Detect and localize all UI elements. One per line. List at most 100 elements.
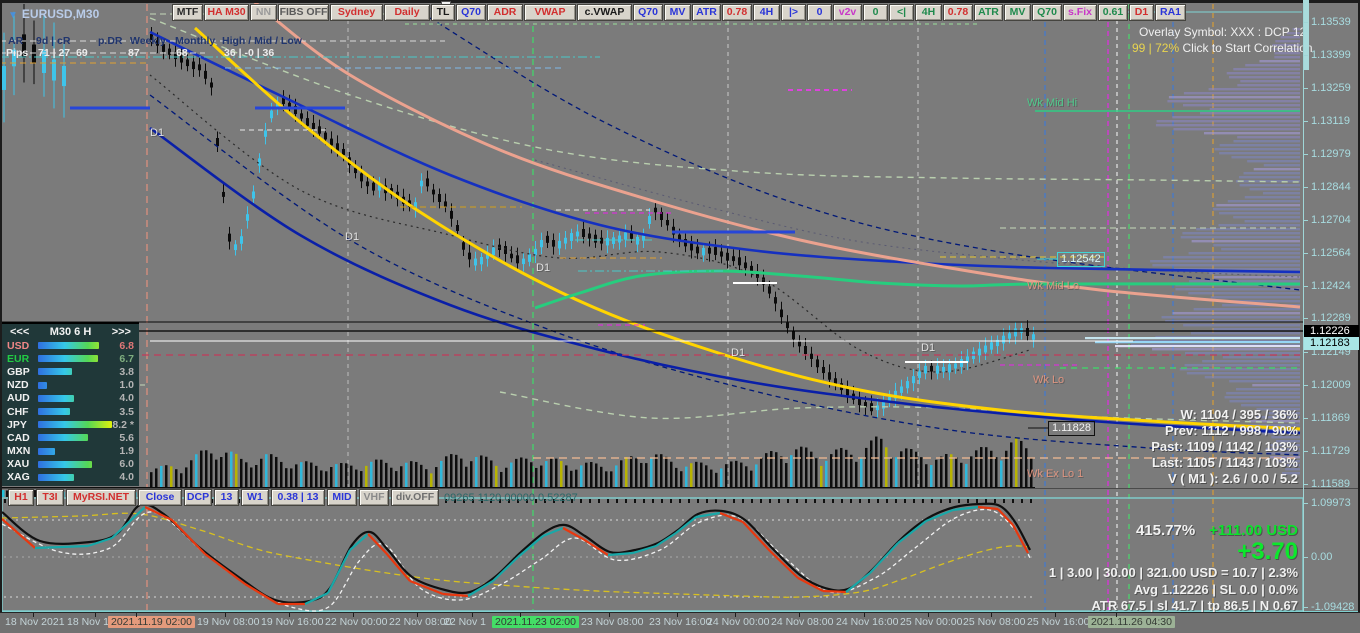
toolbar-button-0-78[interactable]: 0.78 — [943, 4, 973, 21]
time-axis-tick — [353, 613, 354, 617]
price-tick-mark — [1304, 220, 1308, 221]
time-axis-tick — [735, 613, 736, 617]
price-tick-mark — [1304, 607, 1308, 608]
toolbar-button-sydney[interactable]: Sydney — [330, 4, 383, 21]
time-axis-label: 25 Nov 16:00 — [1027, 616, 1090, 628]
toolbar-button-fibs-off[interactable]: FIBS OFF — [278, 4, 329, 21]
time-axis-tick — [1055, 613, 1056, 617]
strength-row-chf: CHF 3.5 — [7, 405, 134, 418]
range-overlay-text: Pips — [6, 47, 29, 59]
profit-usd: +111.00 USD — [1209, 522, 1298, 539]
price-tick-label: -1.09428 — [1311, 601, 1355, 613]
toolbar-button-mv[interactable]: MV — [664, 4, 691, 21]
correlation-text: Click to Start Correlation — [1182, 41, 1313, 55]
toolbar-button-0[interactable]: 0 — [807, 4, 832, 21]
toolbar-button--[interactable]: |> — [781, 4, 806, 21]
price-tick-label: 1.12704 — [1311, 214, 1351, 226]
toolbar-button-4h[interactable]: 4H — [753, 4, 780, 21]
price-tick-mark — [1304, 385, 1308, 386]
toolbar-button-atr[interactable]: ATR — [692, 4, 721, 21]
d1-separator-label: D1 — [921, 342, 936, 354]
weekly-level-label: Wk Ex Lo 1 — [1027, 468, 1084, 480]
time-axis-label: 24 Nov 16:00 — [836, 616, 899, 628]
price-tick-label: 1.13119 — [1311, 115, 1350, 127]
toolbar-button-atr[interactable]: ATR — [974, 4, 1003, 21]
toolbar-button-nn[interactable]: NN — [250, 4, 277, 21]
indicator-button-close[interactable]: Close — [138, 489, 182, 506]
window-frame-left — [0, 0, 2, 633]
toolbar-button-s-fix[interactable]: s.Fix — [1063, 4, 1097, 21]
toolbar-button--[interactable]: <| — [889, 4, 914, 21]
toolbar-button-ra1[interactable]: RA1 — [1155, 4, 1186, 21]
time-axis-label: 18 Nov 2021 — [5, 616, 65, 628]
toolbar-button-q70[interactable]: Q70 — [1032, 4, 1062, 21]
strength-row-jpy: JPY 8.2 * — [7, 418, 134, 431]
indicator-button-dcp[interactable]: DCP — [184, 489, 212, 506]
strength-row-gbp: GBP 3.8 — [7, 365, 134, 378]
strength-row-xag: XAG 4.0 — [7, 471, 134, 484]
indicator-button-mid[interactable]: MID — [327, 489, 357, 506]
time-axis-tick — [520, 613, 521, 617]
price-tick-label: 1.09973 — [1311, 497, 1351, 509]
time-axis-tick — [1116, 613, 1117, 617]
toolbar-button-daily[interactable]: Daily — [384, 4, 430, 21]
price-tick-mark — [1304, 121, 1308, 122]
price-tick-label: 0.00 — [1311, 551, 1333, 563]
toolbar-button-4h[interactable]: 4H — [915, 4, 942, 21]
toolbar-button-v2v[interactable]: v2v — [833, 4, 862, 21]
range-header-row: AR 9d | cR p.DR Weekly Monthly High / Mid / L… — [0, 35, 460, 47]
symbol-title-text: EURUSD,M30 — [21, 7, 100, 21]
scale-range-bar — [1303, 0, 1309, 70]
toolbar-button-mv[interactable]: MV — [1004, 4, 1031, 21]
toolbar-button-tl[interactable]: TL — [431, 4, 455, 21]
price-tick-mark — [1304, 318, 1308, 319]
top-toolbar: MTF HA M30 NN FIBS OFF Sydney Daily TL Q70 ADR VW… — [172, 4, 1186, 21]
symbol-title[interactable]: ▼ EURUSD,M30 — [8, 7, 99, 21]
toolbar-button-0-61[interactable]: 0.61 — [1098, 4, 1128, 21]
time-axis-tick — [864, 613, 865, 617]
d1-separator-label: D1 — [731, 347, 746, 359]
toolbar-button-0-78[interactable]: 0.78 — [722, 4, 752, 21]
correlation-info[interactable]: 99 | 72% Click to Start Correlation — [1132, 41, 1313, 55]
indicator-button-vhf[interactable]: VHF — [359, 489, 389, 506]
indicator-button-t3i[interactable]: T3I — [36, 489, 64, 506]
price-tick-mark — [1304, 484, 1308, 485]
account-overlay: 415.77% +111.00 USD +3.70 1 | 3.00 | 30.0… — [1049, 522, 1298, 615]
toolbar-button-vwap[interactable]: VWAP — [524, 4, 576, 21]
range-overlay-text: High / Mid / Low — [222, 35, 302, 47]
range-overlay-text: 9d | cR — [36, 35, 71, 47]
toolbar-button-mtf[interactable]: MTF — [172, 4, 203, 21]
range-overlay-text: AR — [8, 35, 24, 47]
price-scale[interactable]: 1.13539 1.13399 1.13259 1.13119 1.12979 1.128… — [1303, 0, 1360, 633]
toolbar-button-ha-m30[interactable]: HA M30 — [204, 4, 249, 21]
time-axis-label: 25 Nov 00:00 — [900, 616, 963, 628]
weekly-stats-overlay: W: 1104 / 395 / 36% Prev: 1112 / 998 / 90… — [1151, 407, 1298, 487]
range-overlay-text: 71 | 27 — [38, 47, 71, 59]
strength-row-usd: USD 6.8 — [7, 339, 134, 352]
strength-row-cad: CAD 5.6 — [7, 431, 134, 444]
time-axis-label: 23 Nov 16:00 — [649, 616, 712, 628]
strength-prev-button[interactable]: <<< — [10, 326, 30, 338]
indicator-button-13[interactable]: 13 — [214, 489, 239, 506]
indicator-button-w1[interactable]: W1 — [241, 489, 269, 506]
indicator-button-myrsi-net[interactable]: MyRSI.NET — [66, 489, 136, 506]
range-overlay-text: 68 — [176, 47, 188, 59]
time-axis[interactable]: 18 Nov 2021 18 Nov 16 2021.11.19 02:00 19 N… — [0, 612, 1360, 633]
price-tick-mark — [1304, 253, 1308, 254]
toolbar-button-q70[interactable]: Q70 — [456, 4, 486, 21]
toolbar-button-0[interactable]: 0 — [863, 4, 888, 21]
indicator-button-h1[interactable]: H1 — [8, 489, 34, 506]
indicator-button-div-off[interactable]: div.OFF — [391, 489, 439, 506]
toolbar-button-q70[interactable]: Q70 — [633, 4, 663, 21]
toolbar-button-d1[interactable]: D1 — [1129, 4, 1154, 21]
indicator-button-0-38-13[interactable]: 0.38 | 13 — [271, 489, 325, 506]
toolbar-button-c-vwap[interactable]: c.VWAP — [577, 4, 632, 21]
stats-line: W: 1104 / 395 / 36% — [1180, 407, 1298, 422]
strength-next-button[interactable]: >>> — [111, 326, 131, 338]
price-tick-mark — [1304, 286, 1308, 287]
toolbar-button-adr[interactable]: ADR — [487, 4, 523, 21]
account-line: Avg 1.12226 | SL 0.0 | 0.0% — [1133, 581, 1298, 597]
stats-line: Prev: 1112 / 998 / 90% — [1165, 423, 1298, 438]
